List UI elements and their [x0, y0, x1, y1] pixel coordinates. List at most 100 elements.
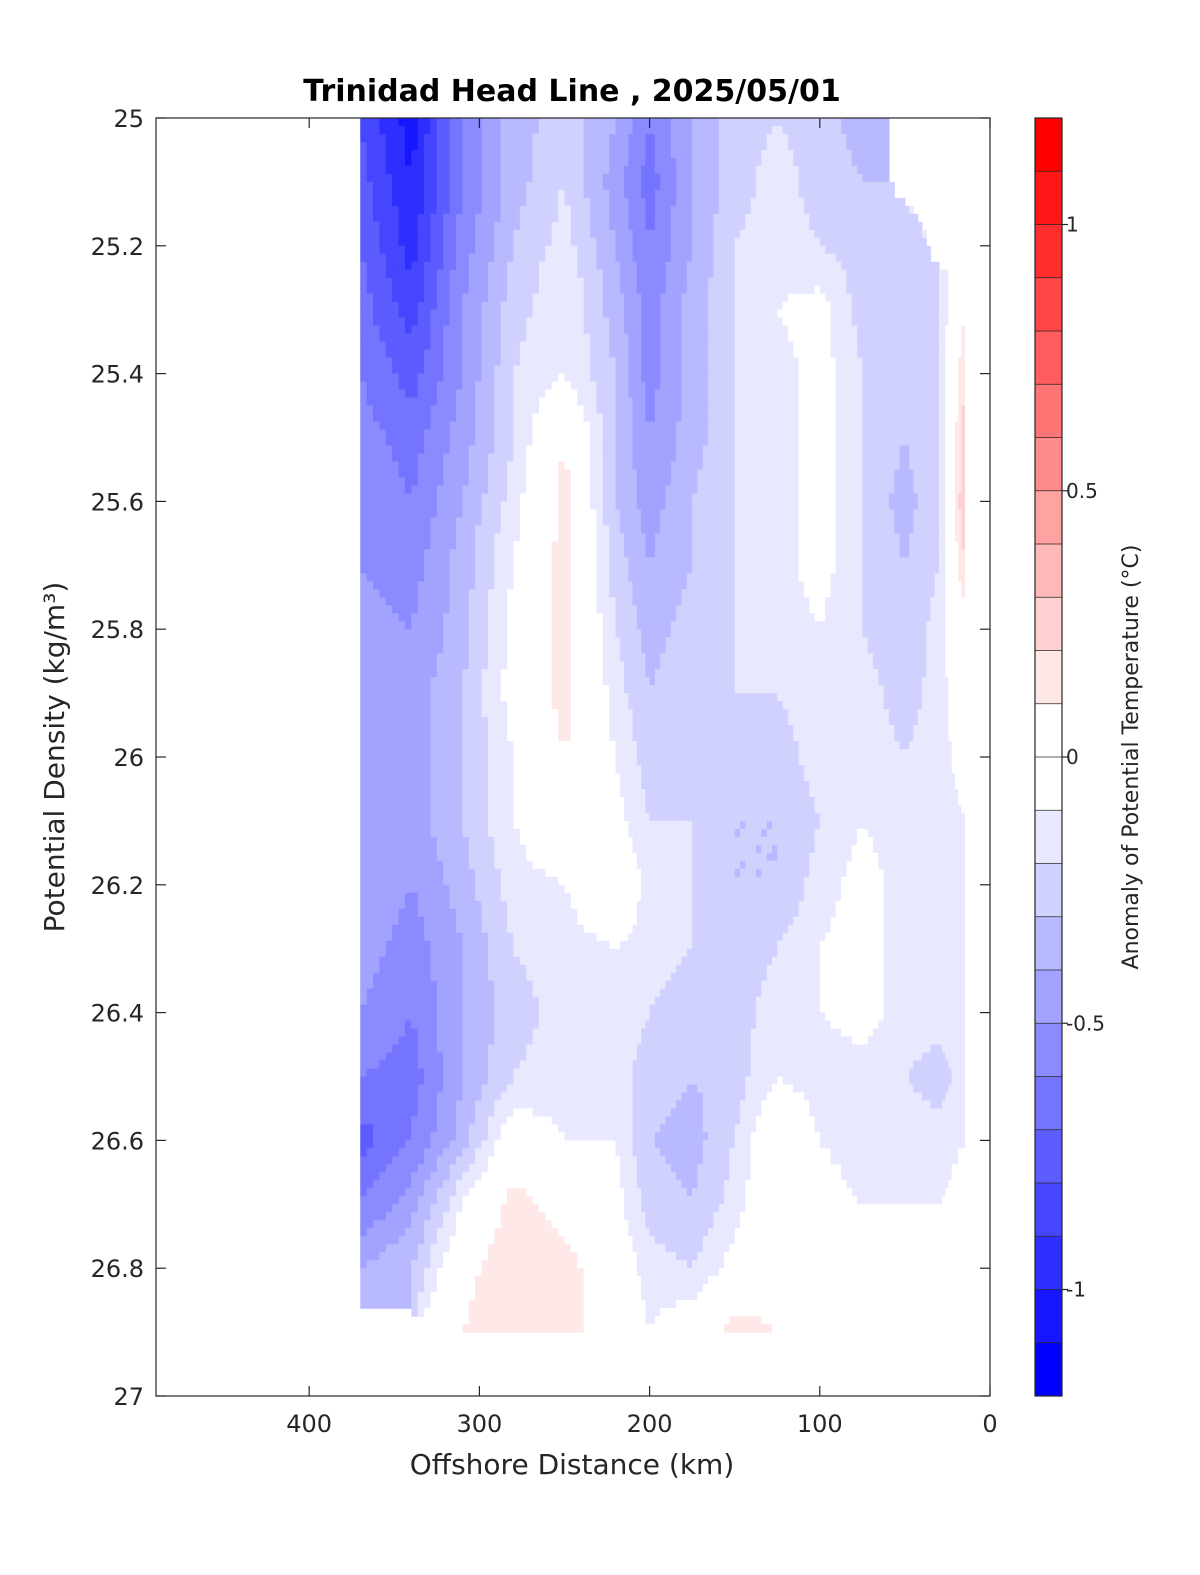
contour-cell — [392, 349, 400, 359]
contour-cell — [745, 205, 752, 215]
contour-cell — [888, 429, 895, 439]
contour-cell — [385, 333, 393, 343]
contour-cell — [373, 309, 380, 319]
contour-cell — [385, 437, 393, 447]
contour-cell — [899, 421, 906, 431]
contour-cell — [430, 333, 438, 343]
contour-cell — [645, 301, 651, 311]
contour-cell — [819, 349, 826, 359]
contour-cell — [624, 421, 629, 431]
contour-cell — [649, 149, 656, 159]
contour-cell — [734, 173, 741, 183]
contour-cell — [846, 133, 853, 143]
contour-cell — [507, 349, 515, 359]
contour-cell — [615, 453, 621, 463]
contour-cell — [729, 118, 736, 127]
contour-cell — [846, 245, 853, 255]
contour-cell — [558, 389, 566, 399]
contour-cell — [857, 461, 863, 471]
contour-cell — [909, 269, 915, 279]
contour-cell — [519, 325, 527, 335]
contour-cell — [564, 445, 572, 455]
contour-cell — [551, 365, 559, 375]
contour-cell — [830, 189, 837, 199]
contour-cell — [636, 469, 642, 479]
contour-cell — [942, 389, 946, 399]
contour-cell — [846, 157, 853, 167]
contour-cell — [878, 365, 885, 375]
contour-cell — [878, 237, 885, 247]
contour-cell — [761, 181, 768, 191]
contour-cell — [624, 285, 629, 295]
contour-cell — [782, 213, 789, 223]
contour-cell — [921, 453, 927, 463]
contour-cell — [878, 197, 885, 207]
contour-cell — [750, 189, 757, 199]
contour-cell — [532, 325, 540, 335]
contour-cell — [468, 413, 476, 423]
contour-cell — [857, 205, 863, 215]
contour-cell — [538, 205, 546, 215]
contour-cell — [777, 245, 784, 255]
contour-cell — [787, 405, 794, 415]
contour-cell — [462, 237, 470, 247]
contour-cell — [366, 437, 374, 447]
contour-cell — [660, 277, 667, 287]
contour-cell — [570, 413, 578, 423]
contour-cell — [909, 357, 915, 367]
contour-cell — [360, 205, 368, 215]
contour-cell — [702, 445, 709, 455]
contour-cell — [787, 133, 794, 143]
contour-cell — [766, 237, 773, 247]
contour-cell — [602, 189, 610, 199]
contour-cell — [755, 429, 762, 439]
contour-cell — [385, 445, 393, 455]
contour-cell — [632, 461, 638, 471]
contour-cell — [649, 309, 656, 319]
contour-cell — [958, 357, 962, 367]
contour-cell — [713, 293, 720, 303]
contour-cell — [462, 485, 470, 495]
contour-cell — [904, 413, 910, 423]
contour-cell — [740, 269, 746, 279]
contour-cell — [545, 229, 553, 239]
contour-cell — [713, 157, 720, 167]
contour-cell — [883, 125, 890, 135]
contour-cell — [577, 165, 585, 175]
contour-cell — [538, 373, 546, 383]
contour-cell — [740, 181, 746, 191]
contour-cell — [455, 373, 463, 383]
contour-cell — [867, 485, 874, 495]
contour-cell — [583, 301, 591, 311]
contour-cell — [782, 165, 789, 175]
contour-cell — [750, 325, 757, 335]
contour-cell — [443, 389, 451, 399]
contour-cell — [681, 317, 688, 327]
contour-cell — [404, 333, 412, 343]
contour-cell — [904, 309, 910, 319]
contour-cell — [665, 125, 672, 135]
contour-cell — [602, 261, 610, 271]
contour-cell — [398, 277, 406, 287]
contour-cell — [761, 429, 768, 439]
contour-cell — [942, 469, 946, 479]
contour-cell — [481, 149, 489, 159]
contour-cell — [958, 325, 962, 335]
contour-cell — [697, 397, 704, 407]
contour-cell — [913, 261, 919, 271]
contour-cell — [819, 197, 826, 207]
contour-cell — [713, 413, 720, 423]
contour-cell — [819, 269, 826, 279]
contour-cell — [734, 477, 741, 487]
contour-cell — [951, 373, 956, 383]
contour-cell — [846, 389, 853, 399]
contour-cell — [487, 261, 495, 271]
contour-cell — [745, 357, 752, 367]
contour-cell — [766, 253, 773, 263]
contour-cell — [513, 381, 521, 391]
contour-cell — [917, 421, 923, 431]
contour-cell — [819, 381, 826, 391]
contour-cell — [468, 189, 476, 199]
contour-cell — [750, 173, 757, 183]
contour-cell — [899, 485, 906, 495]
